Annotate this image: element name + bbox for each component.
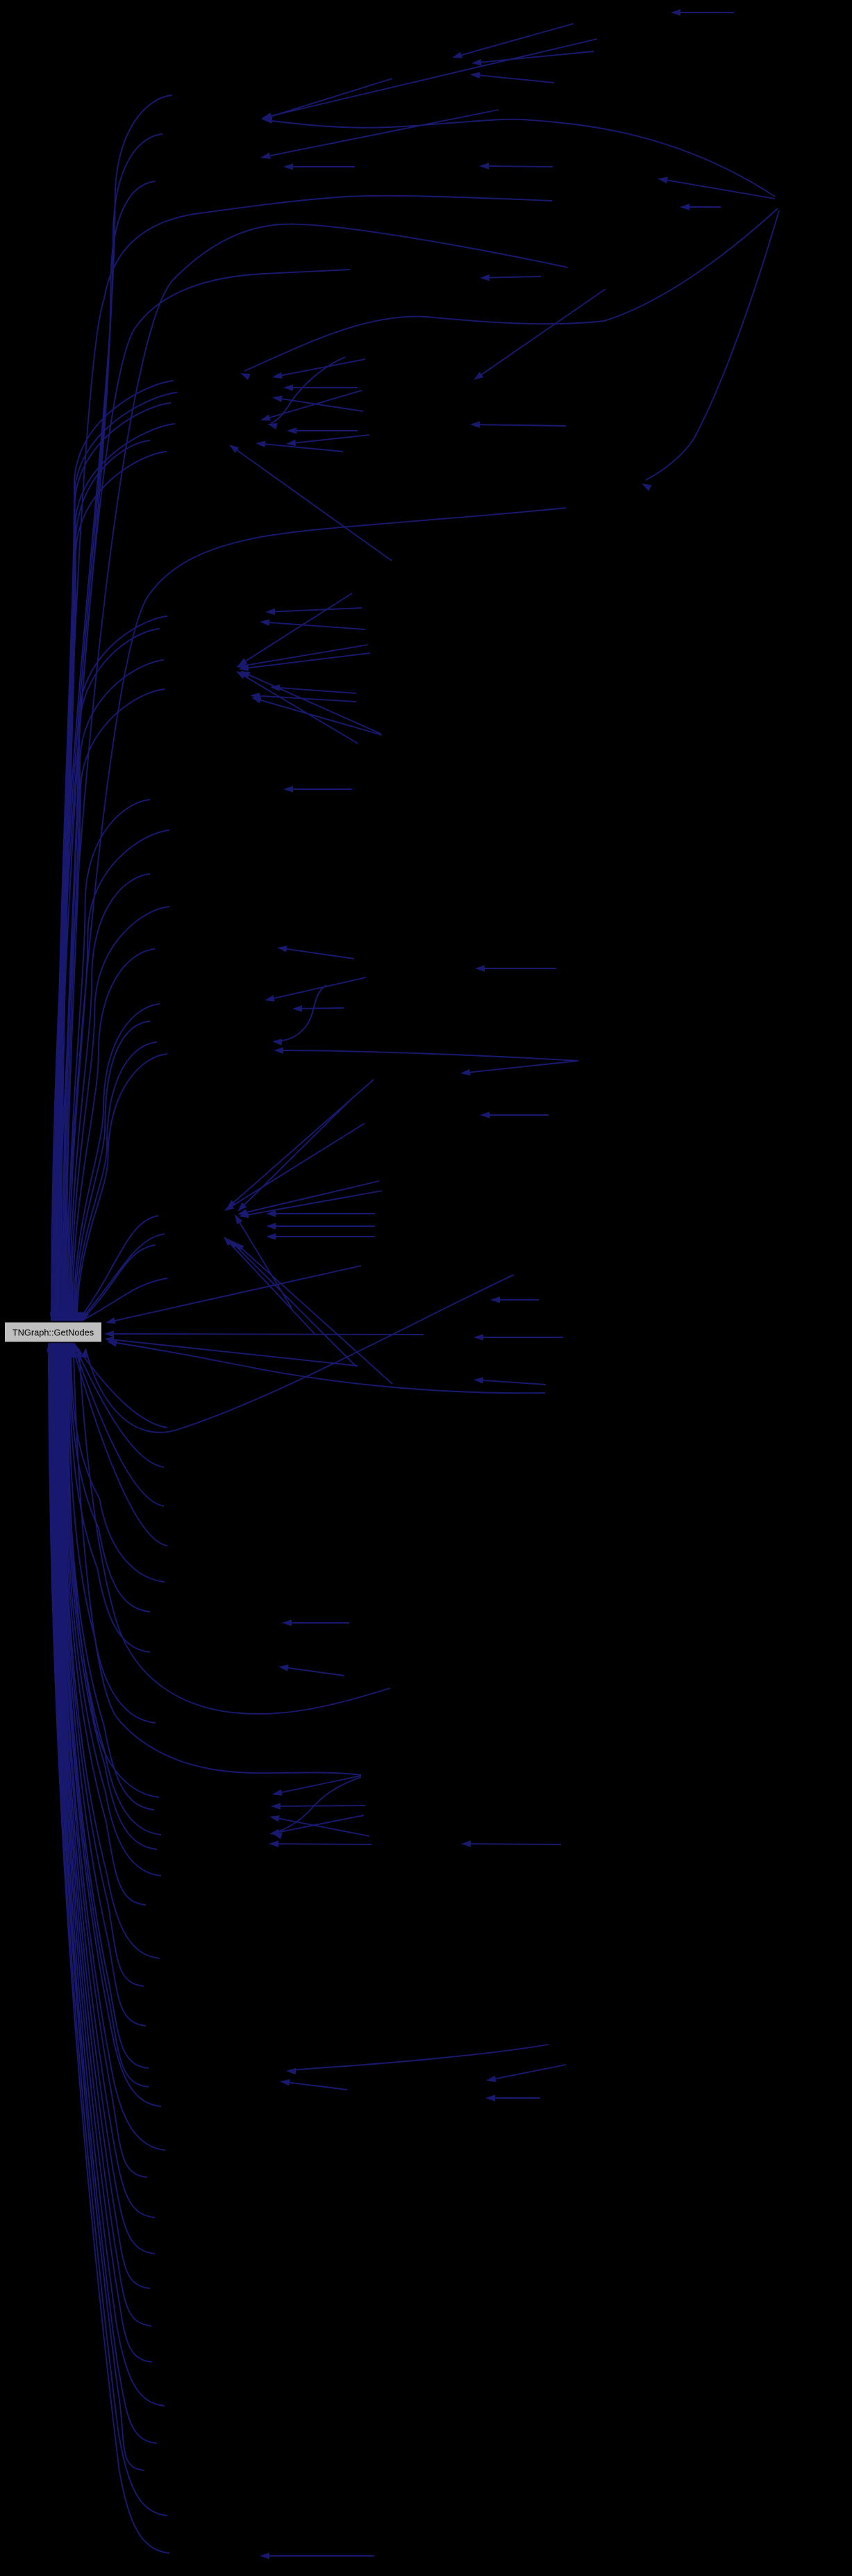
svg-text:TNGraph::GetNodes: TNGraph::GetNodes (12, 1328, 94, 1338)
